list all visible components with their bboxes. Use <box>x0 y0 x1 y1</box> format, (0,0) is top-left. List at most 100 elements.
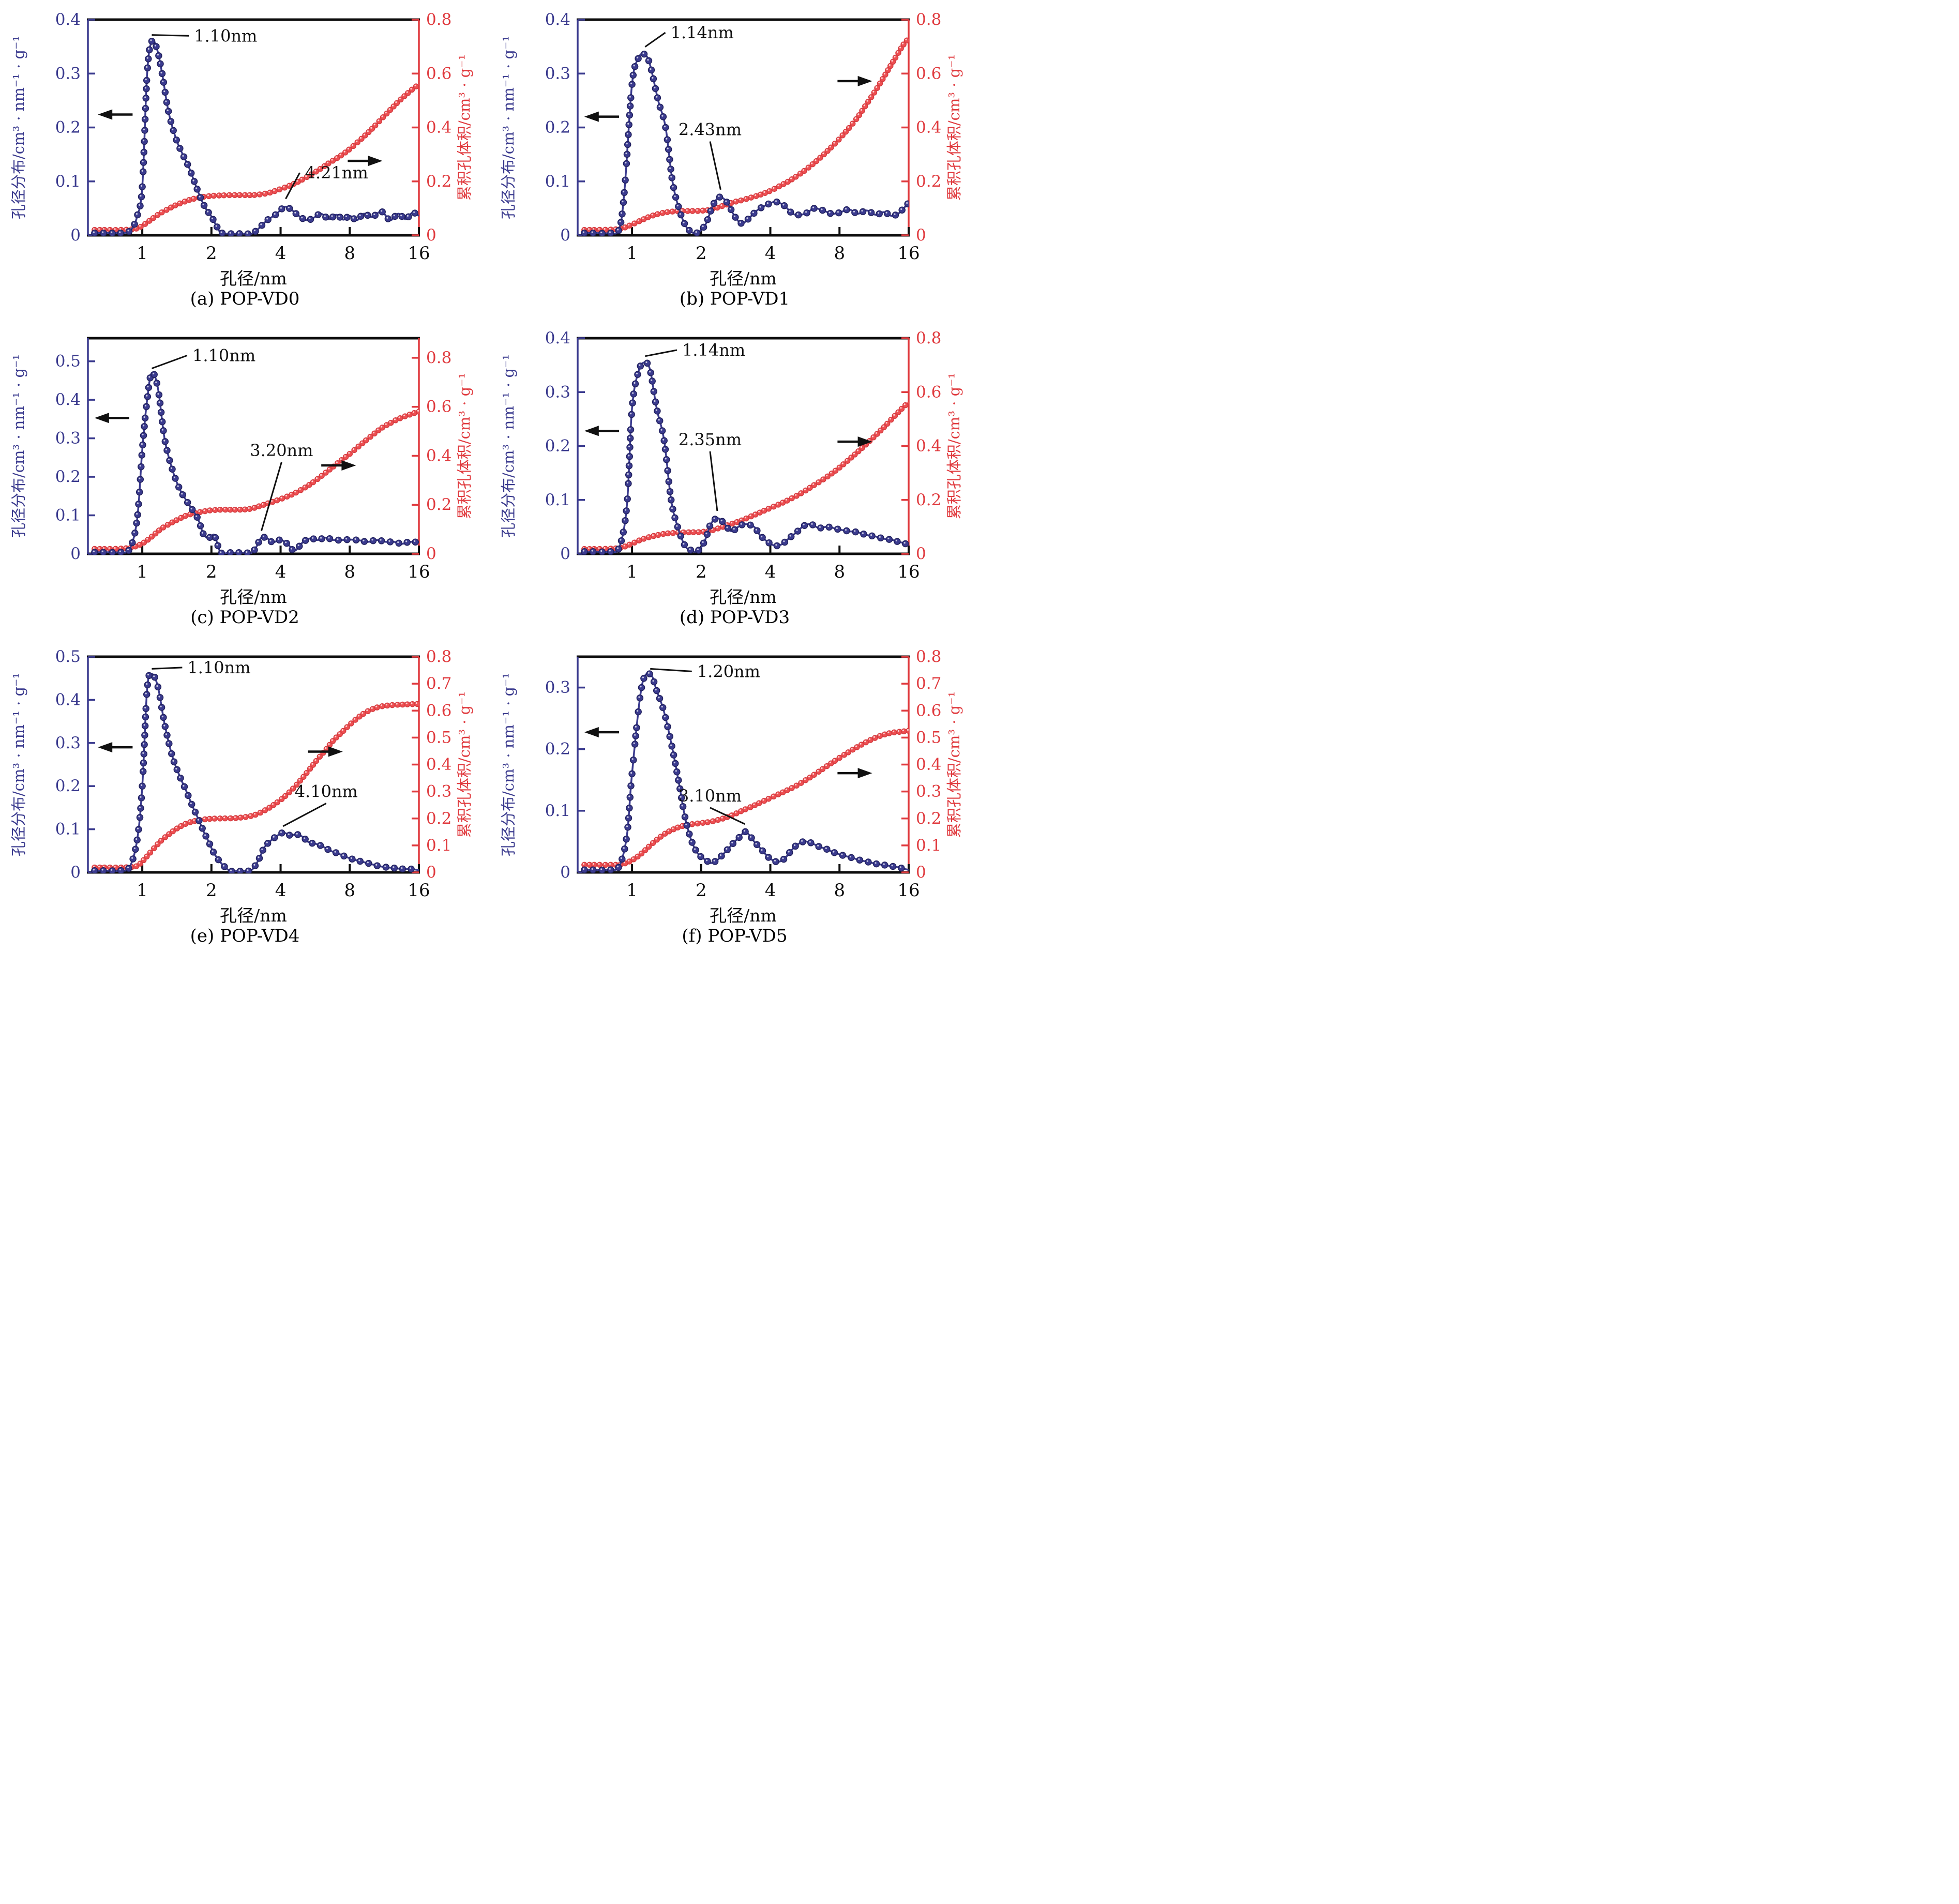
right-tick-label: 0.5 <box>426 728 451 747</box>
annotation: 1.10nm <box>152 658 251 677</box>
left-tick-label: 0.3 <box>55 734 81 752</box>
panel-d: 1 2 4 8 16 0 0.1 0.2 0.3 0.4 0 0.2 0.4 0.6 0.8 孔径分布/cm³… <box>490 319 980 637</box>
left-tick-label: 0.3 <box>55 64 81 83</box>
panel-caption-e: (e) POP-VD4 <box>190 926 300 946</box>
left-tick-label: 0 <box>560 545 570 563</box>
left-tick-label: 0.1 <box>545 172 570 191</box>
right-arrow <box>837 436 872 447</box>
right-tick-label: 0.6 <box>916 701 941 720</box>
annotation: 3.10nm <box>679 786 746 825</box>
x-tick-label: 8 <box>344 880 355 901</box>
left-tick-label: 0.4 <box>55 10 81 29</box>
left-tick-label: 0 <box>560 226 570 245</box>
right-axis-label: 累积孔体积/cm³ · g⁻¹ <box>456 691 473 838</box>
panel-a: 1 2 4 8 16 0 0.1 0.2 0.3 0.4 0 0.2 0.4 0.6 0.8 孔径分布/cm³… <box>0 0 490 319</box>
annotation-label: 1.14nm <box>671 23 734 42</box>
right-tick-label: 0.8 <box>916 329 941 347</box>
x-tick-label: 4 <box>275 243 287 264</box>
annotation: 1.10nm <box>151 345 255 369</box>
x-tick-label: 4 <box>765 562 776 582</box>
right-tick-label: 0.6 <box>426 398 451 416</box>
right-tick-label: 0.2 <box>426 172 451 191</box>
x-axis-label: 孔径/nm <box>710 905 777 925</box>
right-tick-label: 0.3 <box>916 782 941 801</box>
annotation: 4.10nm <box>282 782 358 827</box>
right-tick-label: 0.4 <box>426 755 451 774</box>
x-tick-label: 16 <box>897 243 920 264</box>
right-tick-label: 0 <box>916 545 926 563</box>
right-tick-label: 0.2 <box>916 809 941 828</box>
annotation-label: 2.43nm <box>679 120 742 140</box>
right-arrow <box>321 460 356 471</box>
x-tick-label: 4 <box>275 562 287 582</box>
chart-a: 1 2 4 8 1600.10.20.30.400.20.40.60.8孔径分布/cm³… <box>10 10 473 288</box>
left-axis-label: 孔径分布/cm³ · nm⁻¹ · g⁻¹ <box>10 673 27 856</box>
right-tick-label: 0.1 <box>426 836 451 855</box>
right-tick-label: 0 <box>426 226 436 245</box>
x-tick-label: 2 <box>696 243 707 264</box>
left-tick-label: 0.1 <box>545 491 570 509</box>
right-tick-label: 0.2 <box>426 809 451 828</box>
right-tick-label: 0.8 <box>426 647 451 666</box>
x-axis-label: 孔径/nm <box>220 905 287 925</box>
pore-size-distribution-series <box>581 670 909 873</box>
x-tick-label: 1 <box>137 880 148 901</box>
x-tick-label: 1 <box>626 880 638 901</box>
left-tick-label: 0.1 <box>55 506 81 525</box>
right-tick-label: 0.8 <box>916 10 941 29</box>
pore-size-distribution-series <box>581 359 909 555</box>
right-arrow <box>308 746 343 757</box>
right-tick-label: 0.6 <box>916 64 941 83</box>
left-axis-label: 孔径分布/cm³ · nm⁻¹ · g⁻¹ <box>500 354 517 538</box>
annotation-label: 4.21nm <box>305 163 368 183</box>
x-tick-label: 1 <box>137 562 148 582</box>
left-arrow <box>98 109 133 120</box>
x-tick-label: 16 <box>897 562 920 582</box>
pore-size-distribution-series <box>91 371 419 555</box>
annotation: 3.20nm <box>250 441 313 532</box>
annotation: 1.14nm <box>645 340 745 360</box>
x-tick-label: 4 <box>765 243 776 264</box>
axes: 1 2 4 8 1600.10.20.300.10.20.30.40.50.60.70.… <box>545 647 942 901</box>
panel-c: 1 2 4 8 16 0 0.1 0.2 0.3 0.4 0.5 0 0.2 0.4 0.6 0.8 孔径分布/… <box>0 319 490 637</box>
right-tick-label: 0.1 <box>916 836 941 855</box>
x-tick-label: 2 <box>206 880 217 901</box>
right-tick-label: 0.8 <box>426 349 451 367</box>
annotation-label: 1.10nm <box>192 345 255 365</box>
left-tick-label: 0.2 <box>55 118 81 137</box>
right-tick-label: 0.4 <box>916 437 941 456</box>
left-tick-label: 0.4 <box>545 10 570 29</box>
right-tick-label: 0.6 <box>426 701 451 720</box>
x-axis-label: 孔径/nm <box>710 587 777 606</box>
left-tick-label: 0.2 <box>545 118 570 137</box>
right-tick-label: 0 <box>426 863 436 882</box>
left-arrow <box>584 426 619 436</box>
right-tick-label: 0.6 <box>916 383 941 401</box>
left-tick-label: 0.2 <box>545 740 570 759</box>
x-tick-label: 8 <box>834 562 845 582</box>
pore-size-distribution-series <box>91 672 419 873</box>
left-tick-label: 0.5 <box>55 647 81 666</box>
annotation: 4.21nm <box>285 163 368 200</box>
left-tick-label: 0 <box>560 863 570 882</box>
annotation-label: 1.10nm <box>194 26 257 46</box>
right-tick-label: 0.4 <box>426 118 451 137</box>
left-axis-label: 孔径分布/cm³ · nm⁻¹ · g⁻¹ <box>500 673 517 856</box>
annotation: 1.14nm <box>644 23 734 48</box>
x-tick-label: 8 <box>344 562 355 582</box>
left-axis-label: 孔径分布/cm³ · nm⁻¹ · g⁻¹ <box>10 36 27 219</box>
left-tick-label: 0 <box>70 863 81 882</box>
panel-f: 1 2 4 8 16 0 0.1 0.2 0.3 0 0.1 0.2 0.3 0.4 0.5 0.6 0.7 0.… <box>490 637 980 956</box>
annotation-label: 2.35nm <box>679 430 742 449</box>
panel-e: 1 2 4 8 16 0 0.1 0.2 0.3 0.4 0.5 0 0.1 0.2 0.3 0.4 0.5 0.… <box>0 637 490 956</box>
figure-grid: 1 2 4 8 16 0 0.1 0.2 0.3 0.4 0 0.2 0.4 0.6 0.8 孔径分布/cm³… <box>0 0 980 956</box>
chart-f: 1 2 4 8 1600.10.20.300.10.20.30.40.50.60.70.… <box>500 647 963 925</box>
right-tick-label: 0.2 <box>916 491 941 509</box>
left-arrow <box>584 111 619 122</box>
left-tick-label: 0.4 <box>545 329 570 347</box>
x-tick-label: 16 <box>897 880 920 901</box>
right-axis-label: 累积孔体积/cm³ · g⁻¹ <box>456 54 473 201</box>
